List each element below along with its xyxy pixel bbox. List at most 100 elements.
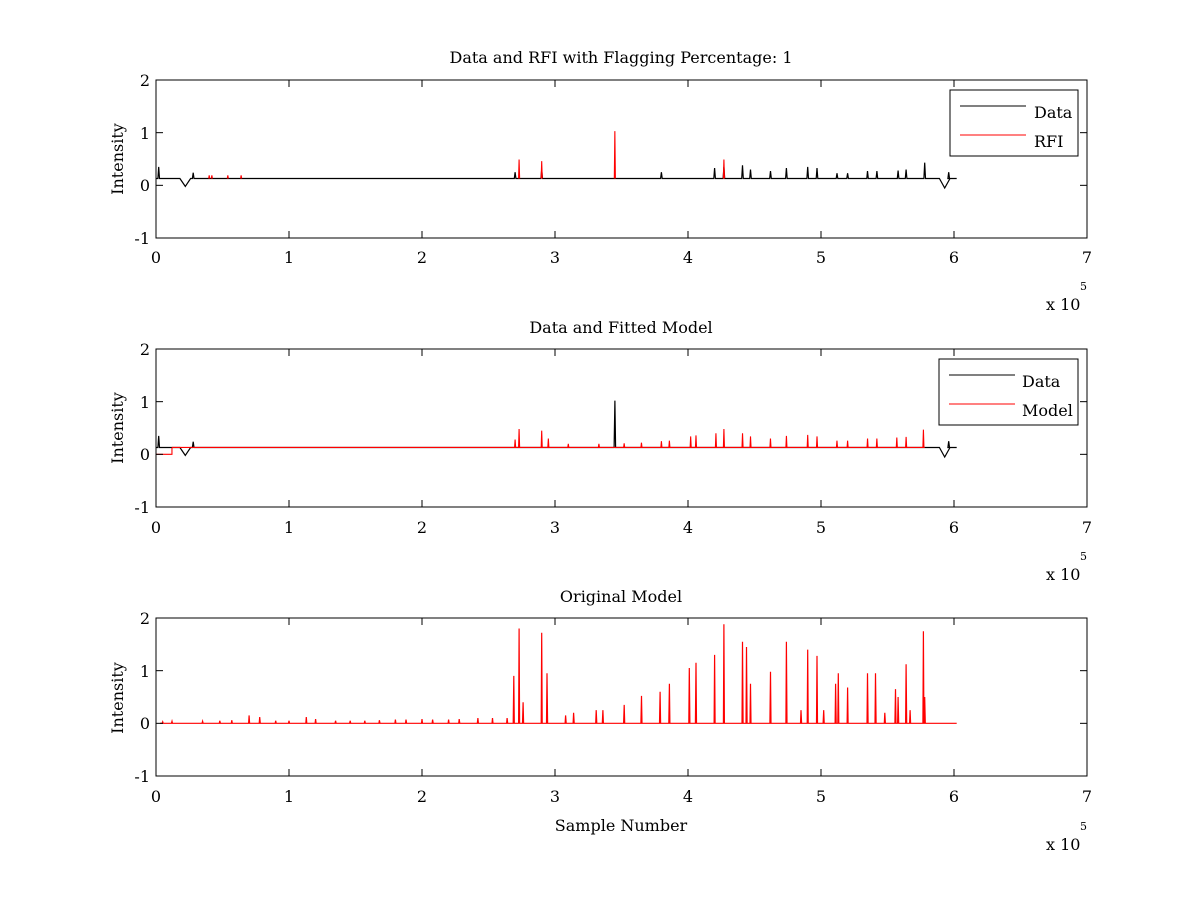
panel-1-xtick-label: 4 xyxy=(683,248,693,267)
panel-1-legend-label-rfi: RFI xyxy=(1034,132,1063,151)
series-line-model xyxy=(160,624,957,724)
panel-3-x-multiplier: x 10 xyxy=(1046,835,1080,854)
panel-2-ylabel: Intensity xyxy=(108,392,127,464)
panel-1-xtick-marks xyxy=(155,80,1088,238)
panel-1-xtick-label: 2 xyxy=(417,248,427,267)
series-spike-model xyxy=(866,438,869,448)
series-spike-model xyxy=(597,443,600,448)
panel-3-xtick-label: 5 xyxy=(816,787,826,806)
panel-3-xtick-marks xyxy=(155,618,1088,776)
series-line-data xyxy=(156,162,957,190)
panel-2-ytick-label: -1 xyxy=(134,498,150,517)
series-spike-model xyxy=(518,429,521,448)
series-spike-model xyxy=(640,442,643,448)
panel-1-ytick-marks xyxy=(156,79,1087,239)
panel-2: Data and Fitted Model Intensity 0 1 2 3 … xyxy=(108,318,1092,584)
panel-2-ytick-label: 2 xyxy=(140,340,150,359)
series-spike-model xyxy=(749,436,752,448)
panel-1-ytick-label: -1 xyxy=(134,229,150,248)
panel-2-legend-label-data: Data xyxy=(1022,372,1061,391)
panel-3-xlabel: Sample Number xyxy=(555,816,688,835)
series-spike-rfi xyxy=(208,175,211,179)
panel-3-ytick-label: 1 xyxy=(140,662,150,681)
panel-1-axes-box xyxy=(155,79,1088,239)
panel-2-legend-label-model: Model xyxy=(1022,401,1073,420)
panel-1-legend: Data RFI xyxy=(949,89,1079,157)
series-spike-rfi xyxy=(518,159,521,179)
series-spike-model xyxy=(694,435,698,448)
panel-2-xtick-label: 1 xyxy=(284,518,294,537)
series-spike-model xyxy=(806,434,809,448)
panel-2-legend-box xyxy=(938,358,1079,426)
series-spike-model xyxy=(623,443,626,448)
panel-2-xtick-label: 3 xyxy=(550,518,560,537)
panel-2-xtick-label: 2 xyxy=(417,518,427,537)
series-spike-model xyxy=(815,436,819,448)
panel-3-axes-box xyxy=(155,617,1088,777)
panel-1-legend-label-data: Data xyxy=(1034,103,1073,122)
panel-2-x-multiplier: x 10 xyxy=(1046,565,1080,584)
series-spike-model xyxy=(668,440,671,448)
panel-2-ytick-marks xyxy=(156,348,1087,508)
panel-1: Data and RFI with Flagging Percentage: 1… xyxy=(108,48,1092,314)
series-spike-model xyxy=(875,438,878,448)
panel-3-xtick-label: 4 xyxy=(683,787,693,806)
series-spike-rfi xyxy=(722,159,725,179)
series-spike-model xyxy=(922,429,925,448)
panel-2-xtick-label: 4 xyxy=(683,518,693,537)
panel-1-xtick-label: 1 xyxy=(284,248,294,267)
series-spike-rfi xyxy=(540,161,543,179)
panel-2-xtick-label: 6 xyxy=(949,518,959,537)
panel-3-xtick-label: 2 xyxy=(417,787,427,806)
panel-3: Original Model Intensity 0 1 2 3 4 5 6 7… xyxy=(108,587,1092,854)
panel-2-xtick-label: 7 xyxy=(1082,518,1092,537)
panel-3-title: Original Model xyxy=(560,587,682,606)
series-spike-rfi xyxy=(210,175,213,179)
series-spike-model xyxy=(540,430,543,448)
series-spike-model xyxy=(714,433,718,448)
panel-3-ytick-label: 2 xyxy=(140,609,150,628)
panel-2-x-multiplier-exponent: 5 xyxy=(1080,550,1087,563)
panel-2-ytick-label: 0 xyxy=(140,445,150,464)
panel-2-axes-box xyxy=(155,348,1088,508)
panel-3-ytick-label: -1 xyxy=(134,767,150,786)
series-spike-model xyxy=(567,443,570,448)
panel-2-lines xyxy=(156,400,957,459)
panel-1-lines xyxy=(156,131,957,190)
series-spike-model xyxy=(785,435,788,448)
panel-2-legend: Data Model xyxy=(938,358,1079,426)
series-spike-model xyxy=(835,440,839,448)
panel-1-x-multiplier-exponent: 5 xyxy=(1080,280,1087,293)
panel-3-x-multiplier-exponent: 5 xyxy=(1080,820,1087,833)
panel-3-ytick-label: 0 xyxy=(140,714,150,733)
panel-1-xtick-label: 7 xyxy=(1082,248,1092,267)
panel-1-xtick-label: 6 xyxy=(949,248,959,267)
panel-1-xtick-label: 3 xyxy=(550,248,560,267)
panel-1-xtick-label: 5 xyxy=(816,248,826,267)
series-spike-rfi xyxy=(226,175,229,179)
panel-1-ylabel: Intensity xyxy=(108,123,127,195)
panel-2-xtick-label: 0 xyxy=(151,518,161,537)
panel-3-xtick-label: 6 xyxy=(949,787,959,806)
panel-2-xtick-marks xyxy=(155,349,1088,507)
panel-1-ytick-label: 1 xyxy=(140,124,150,143)
panel-3-xtick-label: 0 xyxy=(151,787,161,806)
series-spike-model xyxy=(689,436,692,448)
series-spike-model xyxy=(769,438,772,448)
panel-1-xtick-label: 0 xyxy=(151,248,161,267)
series-spike-model xyxy=(547,438,550,448)
panel-3-lines xyxy=(160,624,957,724)
panel-2-title: Data and Fitted Model xyxy=(529,318,712,337)
panel-1-ytick-label: 0 xyxy=(140,176,150,195)
series-spike-model xyxy=(741,433,744,448)
panel-3-xtick-label: 1 xyxy=(284,787,294,806)
panel-1-ytick-label: 2 xyxy=(140,71,150,90)
series-spike-rfi xyxy=(613,131,616,179)
panel-2-xtick-label: 5 xyxy=(816,518,826,537)
series-spike-model xyxy=(660,441,663,448)
series-spike-model xyxy=(905,436,908,448)
panel-3-ylabel: Intensity xyxy=(108,662,127,734)
series-spike-model xyxy=(846,440,849,448)
panel-1-x-multiplier: x 10 xyxy=(1046,295,1080,314)
